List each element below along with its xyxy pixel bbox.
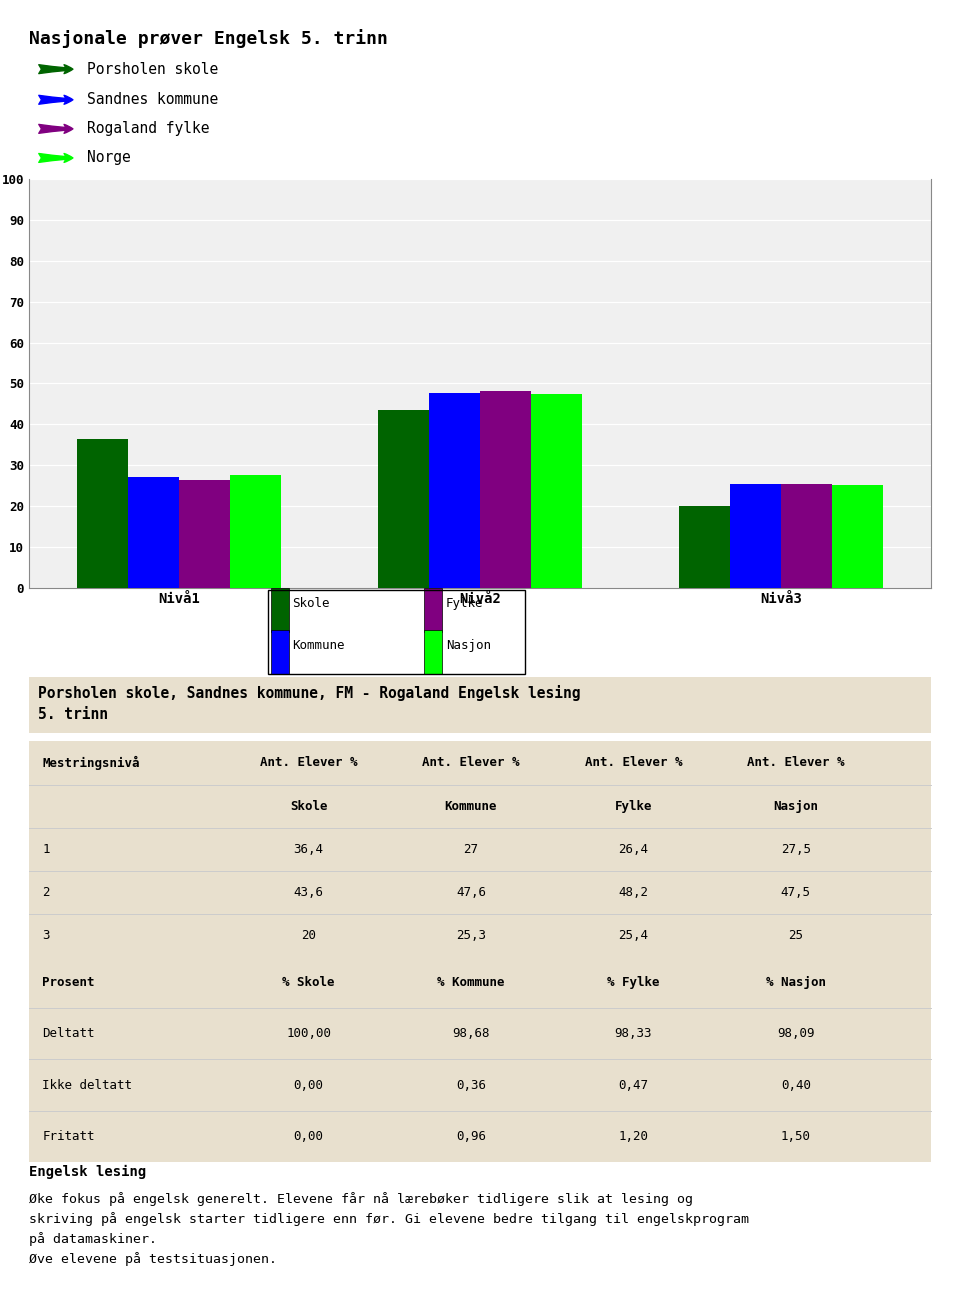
Bar (128, 477, 180, 588)
Text: 3: 3 (42, 930, 50, 943)
Text: % Skole: % Skole (282, 977, 335, 989)
Text: Ant. Elever %: Ant. Elever % (747, 756, 845, 769)
Text: Rogaland fylke: Rogaland fylke (87, 121, 210, 137)
Text: 0,96: 0,96 (456, 1130, 486, 1143)
Text: Ant. Elever %: Ant. Elever % (260, 756, 357, 769)
Text: 48,2: 48,2 (618, 886, 648, 899)
Text: % Kommune: % Kommune (437, 977, 505, 989)
Text: Sandnes kommune: Sandnes kommune (87, 92, 219, 108)
Text: 43,6: 43,6 (294, 886, 324, 899)
Text: Fritatt: Fritatt (42, 1130, 95, 1143)
Text: Skole: Skole (292, 597, 330, 610)
Text: 26,4: 26,4 (618, 843, 648, 856)
Text: Kommune: Kommune (444, 800, 497, 813)
Bar (180, 480, 230, 588)
Bar (230, 475, 281, 588)
Bar (679, 506, 730, 588)
Text: 1: 1 (42, 843, 50, 856)
Text: 98,68: 98,68 (452, 1027, 490, 1040)
Bar (429, 393, 480, 588)
Bar (29, 742, 931, 957)
Text: 98,33: 98,33 (614, 1027, 652, 1040)
Text: 20: 20 (301, 930, 316, 943)
Text: Porsholen skole, Sandnes kommune, FM - Rogaland Engelsk lesing
5. trinn: Porsholen skole, Sandnes kommune, FM - R… (37, 685, 581, 722)
Text: 1,20: 1,20 (618, 1130, 648, 1143)
Bar (29, 677, 931, 732)
Text: 47,5: 47,5 (780, 886, 811, 899)
Bar (271, 588, 289, 633)
Text: 27: 27 (464, 843, 478, 856)
Bar (480, 391, 531, 588)
Text: Nasjon: Nasjon (445, 639, 491, 652)
Text: % Fylke: % Fylke (607, 977, 660, 989)
Text: Norge: Norge (87, 150, 132, 166)
Bar (268, 590, 525, 675)
Bar (730, 484, 780, 588)
Bar (377, 409, 429, 588)
Bar (780, 484, 832, 588)
Text: Ant. Elever %: Ant. Elever % (585, 756, 683, 769)
Text: 2: 2 (42, 886, 50, 899)
Text: % Nasjon: % Nasjon (766, 977, 826, 989)
Text: Prosent: Prosent (42, 977, 95, 989)
Text: Ant. Elever %: Ant. Elever % (422, 756, 519, 769)
Text: Porsholen skole: Porsholen skole (87, 62, 219, 76)
Text: 27,5: 27,5 (780, 843, 811, 856)
Text: 0,36: 0,36 (456, 1078, 486, 1091)
Text: Mestringsnivå: Mestringsnivå (42, 756, 140, 771)
Text: 0,47: 0,47 (618, 1078, 648, 1091)
Bar (77, 439, 128, 588)
Text: 25,3: 25,3 (456, 930, 486, 943)
Text: Nasjonale prøver Engelsk 5. trinn: Nasjonale prøver Engelsk 5. trinn (29, 29, 388, 49)
Text: 25,4: 25,4 (618, 930, 648, 943)
Text: 0,00: 0,00 (294, 1130, 324, 1143)
Text: 0,00: 0,00 (294, 1078, 324, 1091)
Text: 1,50: 1,50 (780, 1130, 811, 1143)
Text: Ikke deltatt: Ikke deltatt (42, 1078, 132, 1091)
Bar (271, 630, 289, 675)
Text: Nasjon: Nasjon (774, 800, 818, 813)
Text: Kommune: Kommune (292, 639, 345, 652)
Text: 25: 25 (788, 930, 804, 943)
Bar (531, 393, 583, 588)
Text: 36,4: 36,4 (294, 843, 324, 856)
Bar (424, 630, 443, 675)
Text: Øke fokus på engelsk generelt. Elevene får nå lærebøker tidligere slik at lesing: Øke fokus på engelsk generelt. Elevene f… (29, 1193, 749, 1266)
Text: Deltatt: Deltatt (42, 1027, 95, 1040)
Text: 100,00: 100,00 (286, 1027, 331, 1040)
Text: Engelsk lesing: Engelsk lesing (29, 1164, 146, 1178)
Text: 47,6: 47,6 (456, 886, 486, 899)
Text: Fylke: Fylke (445, 597, 483, 610)
Text: 0,40: 0,40 (780, 1078, 811, 1091)
Text: Skole: Skole (290, 800, 327, 813)
Text: Fylke: Fylke (614, 800, 652, 813)
Bar (832, 485, 883, 588)
Bar (424, 588, 443, 633)
Text: 98,09: 98,09 (777, 1027, 815, 1040)
